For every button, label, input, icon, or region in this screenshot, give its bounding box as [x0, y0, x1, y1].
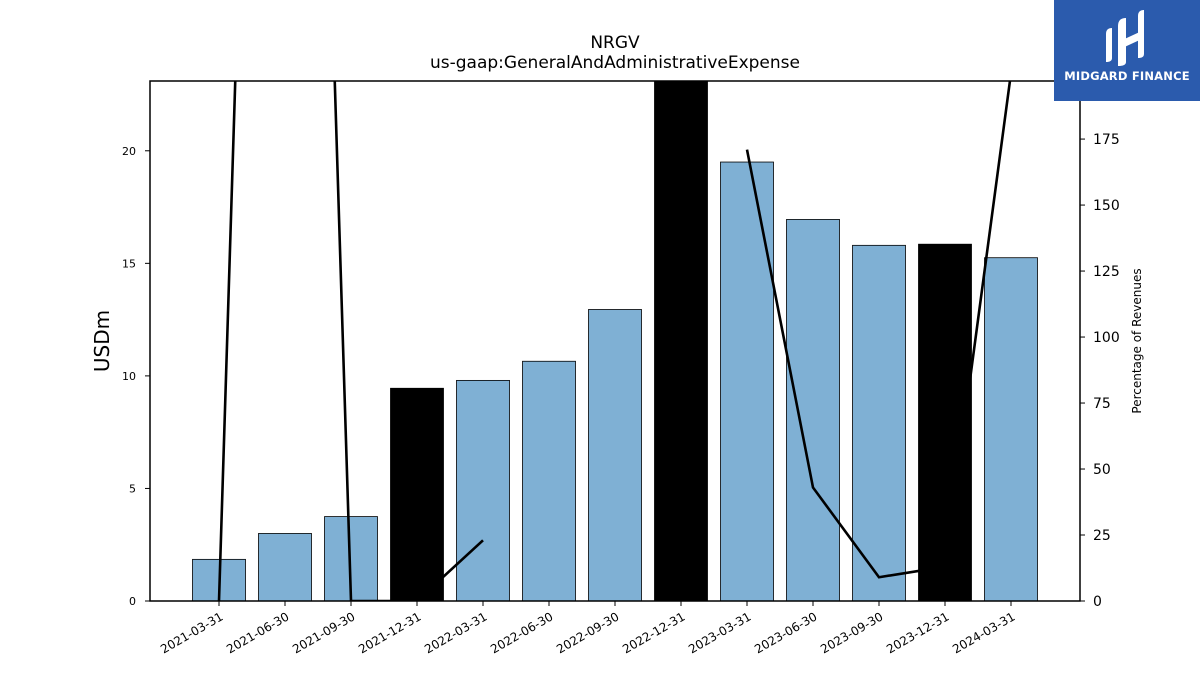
x-tick-label: 2023-12-31 — [884, 609, 951, 656]
line-group — [217, 81, 1012, 601]
x-tick-label: 2024-03-31 — [950, 609, 1017, 656]
bar-2023-03-31 — [720, 161, 774, 601]
bar-2021-12-31 — [390, 387, 444, 601]
y-axis-label: USDm — [90, 310, 114, 372]
y2-tick-label: 175 — [1093, 132, 1120, 148]
bar-2023-06-30 — [786, 219, 840, 601]
x-tick-label: 2022-12-31 — [620, 609, 687, 656]
chart-subtitle: us-gaap:GeneralAndAdministrativeExpense — [430, 53, 800, 73]
x-tick-label: 2022-09-30 — [554, 609, 621, 656]
x-tick-label: 2023-03-31 — [686, 609, 753, 656]
x-tick-label: 2021-06-30 — [224, 609, 291, 656]
x-tick-label: 2023-09-30 — [818, 609, 885, 656]
y2-tick-label: 125 — [1093, 264, 1120, 280]
y2-tick-label: 75 — [1093, 396, 1111, 412]
y2-axis-label: Percentage of Revenues — [1130, 268, 1144, 413]
x-tick-label: 2021-12-31 — [356, 609, 423, 656]
x-tick-label: 2021-03-31 — [158, 609, 225, 656]
y2-tick-label: 100 — [1093, 330, 1120, 346]
y-tick-label: 0 — [129, 595, 136, 608]
bars-group — [192, 81, 1038, 601]
bar-2022-09-30 — [588, 309, 642, 601]
y2-tick-label: 50 — [1093, 462, 1111, 478]
y2-tick-label: 25 — [1093, 528, 1111, 544]
bar-2022-06-30 — [522, 360, 576, 601]
chart-title: NRGV — [590, 33, 640, 53]
y2-tick-label: 150 — [1093, 198, 1120, 214]
x-tick-label: 2022-06-30 — [488, 609, 555, 656]
logo-text: MIDGARD FINANCE — [1064, 69, 1190, 83]
x-tick-label: 2021-09-30 — [290, 609, 357, 656]
y-tick-label: 5 — [129, 482, 136, 495]
x-tick-label: 2023-06-30 — [752, 609, 819, 656]
bar-2021-06-30 — [258, 533, 312, 601]
percentage-line — [217, 81, 1012, 601]
brand-logo: MIDGARD FINANCE — [1054, 0, 1200, 101]
bar-2024-03-31 — [984, 257, 1038, 601]
y-tick-label: 20 — [122, 145, 136, 158]
bar-2023-12-31 — [918, 243, 972, 601]
y-tick-label: 10 — [122, 370, 136, 383]
bar-2023-09-30 — [852, 244, 906, 601]
logo-mark-icon — [1106, 10, 1144, 66]
bar-2022-03-31 — [456, 379, 510, 601]
y-tick-label: 15 — [122, 257, 136, 270]
bar-2022-12-31 — [654, 81, 708, 601]
x-tick-label: 2022-03-31 — [422, 609, 489, 656]
y2-tick-label: 0 — [1093, 594, 1102, 610]
